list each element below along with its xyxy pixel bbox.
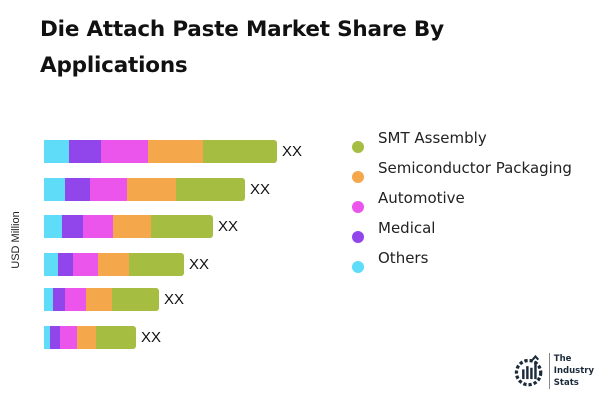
legend-dot-icon bbox=[352, 231, 364, 243]
bar-segment-smt-assembly bbox=[96, 326, 136, 349]
legend-label: Others bbox=[378, 249, 429, 267]
legend-label: Automotive bbox=[378, 189, 465, 207]
stacked-bar bbox=[44, 326, 136, 349]
bar-value-label: XX bbox=[141, 329, 162, 346]
bar-segment-automotive bbox=[65, 288, 86, 311]
stacked-bar bbox=[44, 178, 245, 201]
bar-segment-semiconductor-packaging bbox=[77, 326, 96, 349]
bar-segment-others bbox=[44, 326, 50, 349]
bar-segment-semiconductor-packaging bbox=[86, 288, 112, 311]
stacked-bar bbox=[44, 253, 184, 276]
stacked-bar bbox=[44, 215, 213, 238]
legend-dot-icon bbox=[352, 261, 364, 273]
bar-segment-medical bbox=[62, 215, 83, 238]
bar-segment-semiconductor-packaging bbox=[113, 215, 151, 238]
bar-segment-others bbox=[44, 178, 65, 201]
bar-segment-smt-assembly bbox=[129, 253, 184, 276]
legend-dot-icon bbox=[352, 141, 364, 153]
bar-segment-medical bbox=[58, 253, 73, 276]
bar-segment-smt-assembly bbox=[176, 178, 245, 201]
bar-value-label: XX bbox=[164, 291, 185, 308]
bar-segment-others bbox=[44, 140, 69, 163]
bar-segment-smt-assembly bbox=[151, 215, 213, 238]
gear-chart-icon bbox=[514, 354, 543, 387]
legend-label: Medical bbox=[378, 219, 436, 237]
bar-value-label: XX bbox=[189, 256, 210, 273]
legend-label: SMT Assembly bbox=[378, 129, 487, 147]
bar-segment-automotive bbox=[60, 326, 77, 349]
stacked-bar bbox=[44, 288, 159, 311]
bar-segment-smt-assembly bbox=[112, 288, 159, 311]
brand-logo: The Industry Stats bbox=[514, 350, 594, 392]
bar-row: XX bbox=[44, 178, 270, 201]
bar-segment-medical bbox=[65, 178, 90, 201]
bar-value-label: XX bbox=[218, 218, 239, 235]
bar-segment-semiconductor-packaging bbox=[148, 140, 203, 163]
legend-label: Semiconductor Packaging bbox=[378, 159, 572, 177]
bar-segment-others bbox=[44, 253, 58, 276]
bar-row: XX bbox=[44, 215, 238, 238]
bar-row: XX bbox=[44, 326, 161, 349]
y-axis-label: USD Million bbox=[10, 211, 22, 269]
bar-segment-others bbox=[44, 288, 53, 311]
logo-text: The Industry Stats bbox=[548, 353, 594, 389]
bar-row: XX bbox=[44, 253, 209, 276]
bar-segment-others bbox=[44, 215, 62, 238]
legend-dot-icon bbox=[352, 201, 364, 213]
bar-segment-medical bbox=[69, 140, 101, 163]
bar-row: XX bbox=[44, 140, 302, 163]
bar-segment-semiconductor-packaging bbox=[98, 253, 129, 276]
legend-dot-icon bbox=[352, 171, 364, 183]
bar-segment-automotive bbox=[73, 253, 98, 276]
bar-segment-automotive bbox=[101, 140, 148, 163]
bar-segment-medical bbox=[53, 288, 65, 311]
bar-value-label: XX bbox=[282, 143, 303, 160]
bar-segment-semiconductor-packaging bbox=[127, 178, 176, 201]
bar-value-label: XX bbox=[250, 181, 271, 198]
bar-segment-automotive bbox=[90, 178, 127, 201]
bar-row: XX bbox=[44, 288, 184, 311]
stacked-bar bbox=[44, 140, 277, 163]
bar-segment-automotive bbox=[83, 215, 113, 238]
bar-segment-smt-assembly bbox=[203, 140, 277, 163]
bar-segment-medical bbox=[50, 326, 60, 349]
chart-title: Die Attach Paste Market Share By Applica… bbox=[40, 17, 444, 78]
